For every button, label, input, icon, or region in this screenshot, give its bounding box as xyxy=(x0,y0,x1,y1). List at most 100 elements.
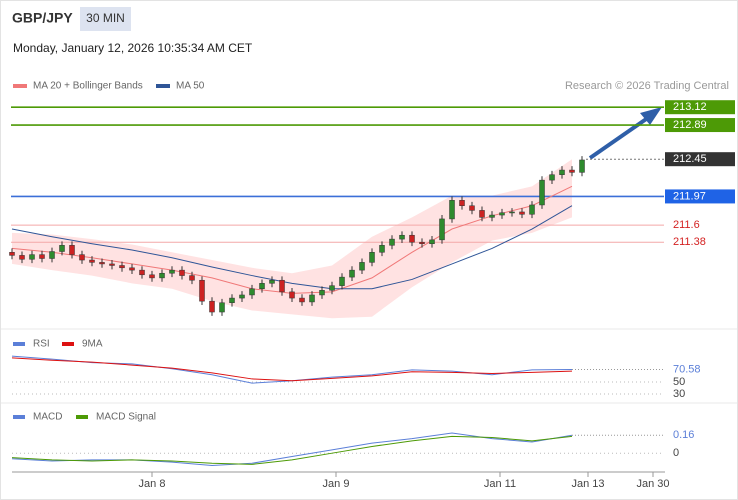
candle-body xyxy=(229,297,235,303)
candle-body xyxy=(319,290,325,296)
candle-body xyxy=(119,265,125,269)
candle-body xyxy=(529,204,535,215)
candle-body xyxy=(219,302,225,313)
legend-swatch xyxy=(156,84,170,88)
level-label: 212.89 xyxy=(673,119,707,131)
arrow-head xyxy=(640,107,662,125)
candle-body xyxy=(209,300,215,313)
x-tick-label: Jan 9 xyxy=(323,478,350,490)
candle-body xyxy=(389,238,395,246)
interval: 30 MIN xyxy=(86,11,125,25)
candle-body xyxy=(159,272,165,279)
candle-body xyxy=(179,269,185,276)
candle-body xyxy=(579,159,585,173)
candle-body xyxy=(409,234,415,243)
legend-label: MA 50 xyxy=(176,81,205,92)
candle-body xyxy=(519,211,525,215)
candle-body xyxy=(89,259,95,263)
level-box xyxy=(665,189,735,204)
candle-body xyxy=(249,288,255,296)
last-value-label: 0.16 xyxy=(673,429,694,441)
interval-box xyxy=(80,7,131,31)
y-tick-label: 30 xyxy=(673,388,685,400)
x-tick-label: Jan 30 xyxy=(636,478,669,490)
candle-body xyxy=(99,262,105,265)
level-box xyxy=(665,100,735,115)
x-tick-label: Jan 13 xyxy=(571,478,604,490)
x-tick-label: Jan 8 xyxy=(139,478,166,490)
candle-body xyxy=(399,234,405,240)
candle-body xyxy=(169,269,175,274)
timestamp: Monday, January 12, 2026 10:35:34 AM CET xyxy=(13,41,253,55)
candle-body xyxy=(199,279,205,302)
candle-body xyxy=(259,283,265,290)
candle-body xyxy=(449,200,455,220)
candle-body xyxy=(69,245,75,255)
candle-body xyxy=(559,169,565,175)
candle-body xyxy=(129,267,135,271)
candle-body xyxy=(39,254,45,259)
legend-label: MA 20 + Bollinger Bands xyxy=(33,81,143,92)
legend-swatch xyxy=(13,84,27,88)
candle-body xyxy=(269,279,275,284)
legend-label: RSI xyxy=(33,339,50,350)
level-label: 213.12 xyxy=(673,101,707,113)
legend-swatch xyxy=(76,415,88,419)
candle-body xyxy=(59,245,65,252)
level-label: 211.6 xyxy=(673,219,700,231)
candle-body xyxy=(479,210,485,218)
ma-line xyxy=(11,205,573,290)
level-box xyxy=(665,152,735,167)
candle-body xyxy=(109,263,115,266)
y-tick-label: 50 xyxy=(673,376,685,388)
legend-label: 9MA xyxy=(82,339,103,350)
candle-body xyxy=(509,211,515,214)
candle-body xyxy=(379,245,385,253)
candle-body xyxy=(79,254,85,261)
legend-label: MACD Signal xyxy=(96,412,156,423)
candle-body xyxy=(469,205,475,211)
candle-body xyxy=(139,269,145,276)
arrow xyxy=(588,113,654,160)
x-tick-label: Jan 11 xyxy=(484,478,516,490)
candle-body xyxy=(239,294,245,299)
y-tick-label: 0 xyxy=(673,447,679,459)
candle-body xyxy=(149,274,155,279)
candle-body xyxy=(419,241,425,245)
candle-body xyxy=(349,269,355,278)
candle-body xyxy=(489,214,495,218)
candle-body xyxy=(189,275,195,281)
candle-body xyxy=(29,254,35,260)
candle-body xyxy=(299,297,305,303)
candle-body xyxy=(309,294,315,303)
candle-body xyxy=(369,252,375,263)
legend-swatch xyxy=(13,342,25,346)
candle-body xyxy=(359,262,365,271)
candle-body xyxy=(49,251,55,259)
candle-body xyxy=(19,255,25,260)
indicator-line xyxy=(11,357,573,382)
candle-body xyxy=(549,174,555,181)
candle-body xyxy=(279,279,285,293)
legend-label: MACD xyxy=(33,412,62,423)
indicator-line xyxy=(11,435,573,465)
candle-body xyxy=(289,291,295,299)
level-label: 211.38 xyxy=(673,236,706,248)
candle-body xyxy=(569,169,575,173)
candle-body xyxy=(539,179,545,206)
candle-body xyxy=(459,200,465,206)
credit: Research © 2026 Trading Central xyxy=(565,80,729,92)
last-value-label: 70.58 xyxy=(673,363,701,375)
symbol: GBP/JPY xyxy=(12,10,73,26)
legend-swatch xyxy=(62,342,74,346)
legend-swatch xyxy=(13,415,25,419)
candle-body xyxy=(9,252,15,256)
candle-body xyxy=(329,285,335,291)
candle-body xyxy=(499,212,505,216)
level-box xyxy=(665,118,735,133)
level-label: 211.97 xyxy=(673,190,706,202)
candle-body xyxy=(439,218,445,241)
candle-body xyxy=(339,276,345,286)
